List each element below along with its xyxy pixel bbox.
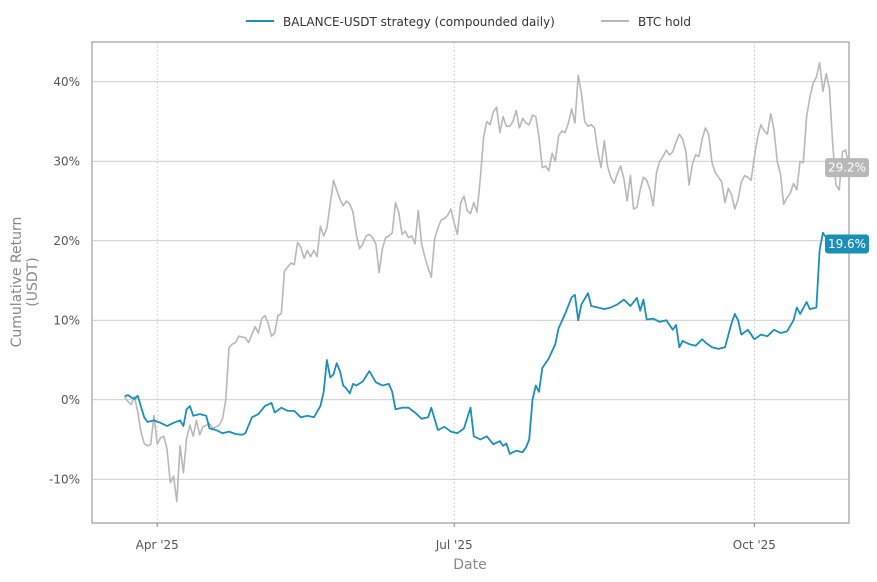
- y-tick-label: 10%: [53, 313, 80, 327]
- series-lines: [123, 61, 850, 503]
- btc-hold-line: [123, 61, 850, 503]
- end-label-text: 29.2%: [828, 161, 866, 175]
- y-tick-label: 40%: [53, 75, 80, 89]
- gridlines: [92, 42, 849, 523]
- end-label-text: 19.6%: [828, 237, 866, 251]
- legend: BALANCE-USDT strategy (compounded daily)…: [246, 15, 691, 29]
- x-tick-label: Apr '25: [136, 538, 179, 552]
- y-tick-label: 0%: [61, 393, 80, 407]
- y-tick-label: 30%: [53, 154, 80, 168]
- y-axis-title-line-2: (USDT): [25, 257, 41, 306]
- x-tick-label: Jul '25: [435, 538, 473, 552]
- strategy-line: [124, 231, 834, 455]
- y-axis-title: Cumulative Return (USDT): [9, 217, 41, 348]
- btc-end-label: 29.2%: [825, 158, 869, 178]
- plot-area: [91, 41, 850, 524]
- y-tick-label: -10%: [49, 472, 80, 486]
- x-tick-label: Oct '25: [733, 538, 776, 552]
- legend-label-strategy: BALANCE-USDT strategy (compounded daily): [283, 15, 555, 29]
- strategy-end-label: 19.6%: [825, 234, 869, 254]
- y-tick-label: 20%: [53, 234, 80, 248]
- end-label-box: [825, 158, 869, 178]
- y-axis-ticks: -10% 0% 10% 20% 30% 40%: [49, 75, 80, 487]
- x-axis-title: Date: [453, 557, 486, 573]
- x-axis-ticks: Apr '25 Jul '25 Oct '25: [136, 523, 776, 552]
- end-label-box: [825, 234, 869, 254]
- end-labels: 19.6% 29.2%: [825, 158, 869, 254]
- y-axis-title-line-1: Cumulative Return: [9, 217, 25, 348]
- legend-label-btc: BTC hold: [638, 15, 691, 29]
